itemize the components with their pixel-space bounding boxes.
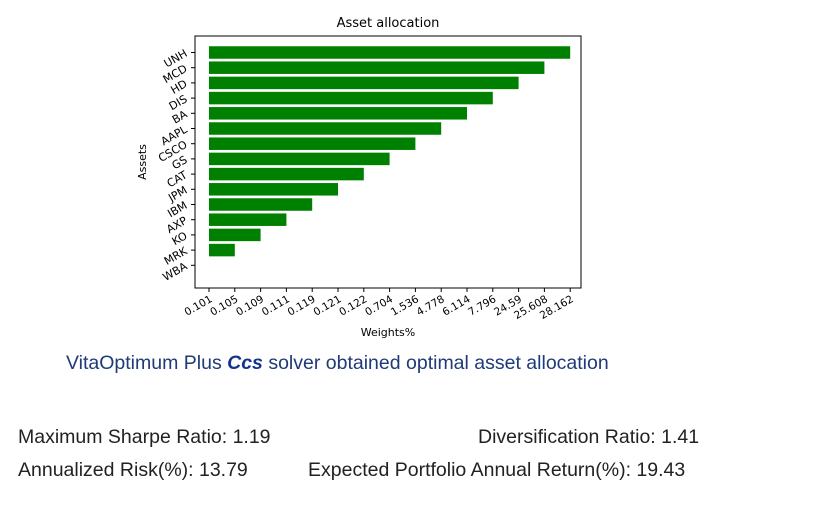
diversification-ratio-text: Diversification Ratio: 1.41	[478, 426, 700, 448]
bar-cat	[209, 167, 364, 181]
x-tick-label: 0.121	[311, 293, 343, 318]
bar-ba	[209, 107, 467, 120]
sharpe-ratio-text: Maximum Sharpe Ratio: 1.19	[18, 426, 271, 448]
y-ticks-group: UNHMCDHDDISBAAAPLCSCOGSCATJPMIBMAXPKOMRK…	[156, 47, 195, 284]
bar-mrk	[209, 243, 235, 257]
x-tick-label: 4.778	[415, 293, 447, 318]
plot-frame	[194, 35, 582, 289]
x-tick-label: 0.122	[337, 293, 369, 318]
bar-csco	[209, 137, 416, 150]
caption-prefix: VitaOptimum Plus	[66, 352, 222, 374]
x-tick-label: 0.105	[208, 293, 240, 318]
bar-jpm	[209, 183, 338, 196]
x-tick-label: 0.119	[286, 293, 318, 318]
expected-return-text: Expected Portfolio Annual Return(%): 19.…	[308, 459, 686, 481]
y-axis-label: Assets	[136, 144, 149, 180]
bar-aapl	[209, 122, 442, 135]
annualized-risk-text: Annualized Risk(%): 13.79	[18, 459, 248, 481]
asset-allocation-chart: Asset allocation UNHMCDHDDISBAAAPLCSCOGS…	[136, 16, 582, 339]
x-tick-label: 1.536	[389, 293, 421, 319]
bar-axp	[209, 213, 287, 226]
bar-dis	[209, 91, 493, 105]
bar-gs	[209, 152, 390, 166]
x-tick-label: 7.796	[466, 293, 498, 319]
x-tick-label: 0.111	[260, 293, 292, 318]
bar-ko	[209, 228, 261, 242]
solver-caption: VitaOptimum Plus Ccs solver obtained opt…	[66, 352, 609, 375]
bar-unh	[209, 46, 571, 59]
x-tick-label: 6.114	[440, 293, 472, 319]
chart-title: Asset allocation	[337, 16, 440, 31]
bar-ibm	[209, 198, 313, 211]
x-tick-label: 0.101	[182, 293, 214, 318]
x-ticks-group: 0.1010.1050.1090.1110.1190.1210.1220.704…	[182, 288, 576, 322]
caption-suffix: solver obtained optimal asset allocation	[268, 352, 609, 374]
x-axis-label: Weights%	[361, 326, 416, 339]
caption-solver-name: Ccs	[227, 352, 263, 374]
x-tick-label: 0.109	[234, 293, 266, 318]
bar-mcd	[209, 61, 545, 74]
bars-group	[209, 46, 571, 257]
bar-hd	[209, 76, 519, 90]
x-tick-label: 0.704	[363, 293, 395, 319]
